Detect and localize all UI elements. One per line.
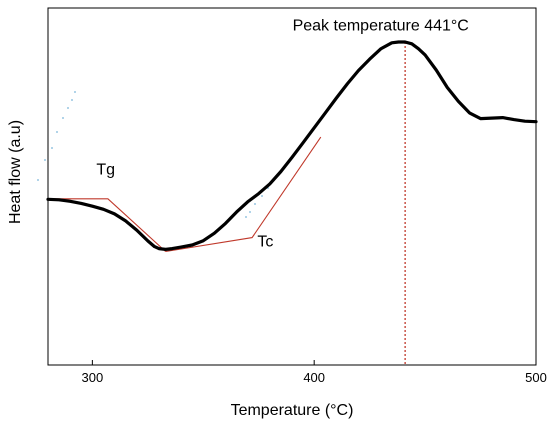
artifact-dot: [245, 216, 247, 218]
artifact-dot: [44, 159, 46, 161]
plot-border: [47, 7, 537, 366]
artifact-dot: [51, 147, 53, 149]
x-axis-label: Temperature (°C): [231, 402, 354, 419]
tangent-line-2: [165, 136, 322, 253]
plot-frame: [47, 7, 537, 366]
artifact-dot: [254, 203, 256, 205]
peak-temperature-label: Peak temperature 441°C: [293, 17, 469, 34]
tangent-line-1: [48, 198, 166, 252]
artifact-dot: [67, 107, 69, 109]
artifact-dot: [37, 179, 39, 181]
artifact-dot: [74, 91, 76, 93]
data-series: [46, 40, 538, 251]
artifact-dot: [62, 117, 64, 119]
x-axis-ticks: 300 400 500: [82, 360, 547, 385]
x-tick-label-300: 300: [82, 370, 104, 385]
y-axis-label: Heat flow (a.u): [7, 120, 24, 224]
annotations: Tg Tc Peak temperature 441°C: [96, 17, 469, 250]
x-tick-label-400: 400: [303, 370, 325, 385]
heat-flow-curve: [46, 40, 538, 251]
tg-label: Tg: [96, 161, 115, 178]
tc-label: Tc: [257, 233, 273, 250]
artifact-dot: [249, 211, 251, 213]
artifact-dot: [261, 195, 263, 197]
x-tick-label-500: 500: [525, 370, 547, 385]
artifact-dot: [56, 131, 58, 133]
artifact-dot: [71, 99, 73, 101]
tangent-lines: [48, 136, 322, 253]
